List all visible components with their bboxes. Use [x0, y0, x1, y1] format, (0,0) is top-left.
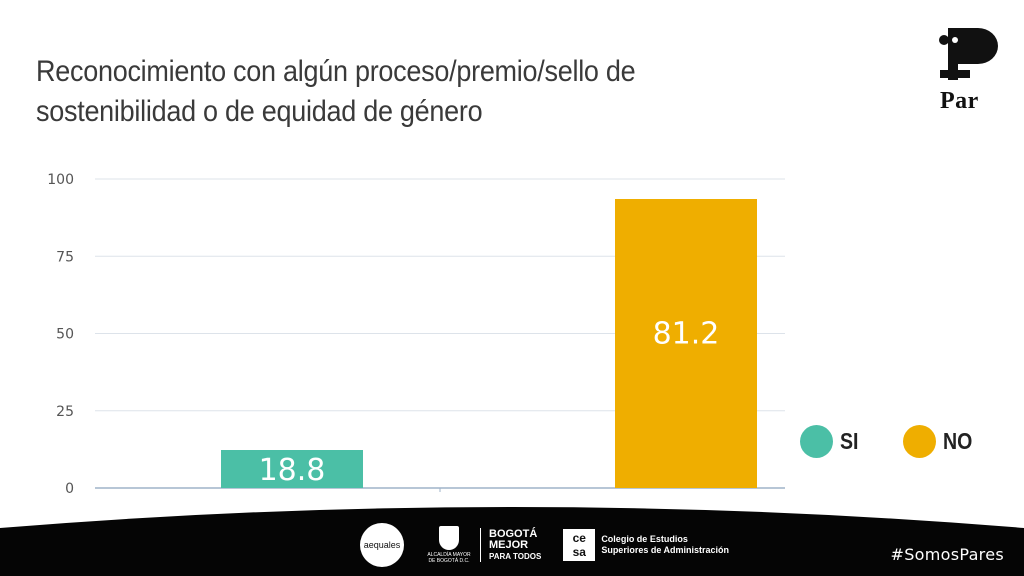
cesa-mark-icon: ce sa	[563, 529, 596, 561]
chart-title: Reconocimiento con algún proceso/premio/…	[36, 55, 636, 128]
chart-data-labels: 18.8 81.2	[259, 317, 720, 489]
footer-logos: aequales ALCALDÍA MAYOR DE BOGOTÁ D.C. B…	[360, 522, 729, 568]
data-label-no: 81.2	[653, 317, 720, 352]
par-logo-mark-icon	[939, 28, 998, 80]
y-tick-label: 0	[65, 481, 74, 497]
cesa-text-line-2: Superiores de Administración	[601, 545, 730, 555]
bogota-shield-icon	[439, 526, 459, 550]
cesa-mark-line-2: sa	[572, 545, 586, 559]
y-tick-label: 75	[56, 249, 74, 265]
legend-swatch-si	[800, 424, 833, 458]
aequales-logo: aequales	[360, 523, 404, 567]
bogota-big-line-1: BOGOTÁ	[489, 527, 538, 540]
cesa-mark-line-1: ce	[572, 531, 586, 545]
data-label-si: 18.8	[259, 453, 326, 488]
footer-band	[0, 507, 1024, 576]
y-tick-label: 100	[47, 172, 74, 188]
chart-bars	[221, 199, 757, 488]
par-logo-text: Par	[940, 88, 979, 114]
bogota-divider	[480, 528, 481, 562]
legend-swatch-no	[903, 424, 936, 458]
cesa-text-line-1: Colegio de Estudios	[601, 534, 688, 544]
chart-y-ticks: 0 25 50 75 100	[47, 172, 74, 497]
legend-item-no: NO	[903, 424, 978, 458]
bar-si	[221, 450, 363, 488]
y-tick-label: 25	[56, 404, 74, 420]
legend-label-no: NO	[943, 427, 973, 454]
bogota-big-line-2: MEJOR	[489, 538, 529, 551]
y-tick-label: 50	[56, 327, 74, 343]
bogota-big-line-3: PARA TODOS	[489, 551, 542, 561]
bar-no	[615, 199, 757, 488]
par-logo: Par	[936, 26, 1006, 116]
legend-label-si: SI	[840, 427, 859, 454]
bogota-small-text: ALCALDÍA MAYOR DE BOGOTÁ D.C.	[427, 552, 471, 564]
hashtag: #SomosPares	[890, 545, 1004, 564]
bogota-logo: ALCALDÍA MAYOR DE BOGOTÁ D.C. BOGOTÁ MEJ…	[426, 526, 541, 564]
legend-item-si: SI	[800, 424, 862, 458]
cesa-logo: ce sa Colegio de Estudios Superiores de …	[563, 529, 729, 561]
